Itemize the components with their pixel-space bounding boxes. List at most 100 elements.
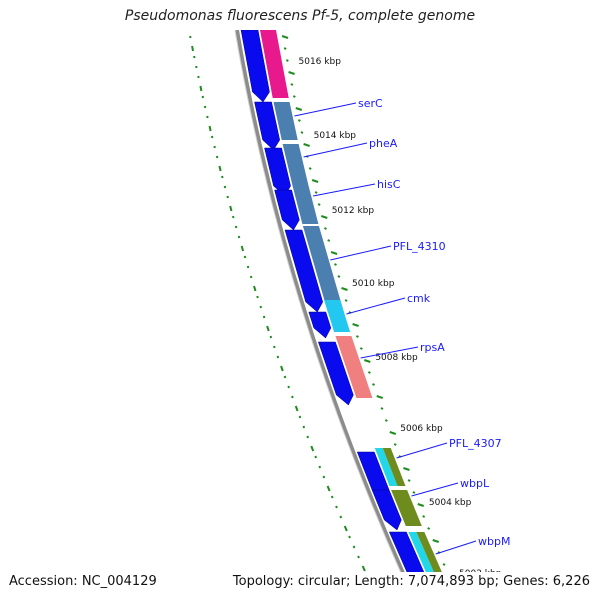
gene-label-PFL_4310[interactable]: PFL_4310: [393, 240, 446, 253]
gc-tick: [191, 45, 194, 52]
scale-tick: [324, 227, 327, 230]
gene-leader-line: [435, 540, 477, 555]
scale-tick: [314, 191, 318, 194]
gc-tick: [339, 515, 343, 519]
scale-tick: [407, 479, 411, 482]
gc-tick: [357, 555, 360, 559]
scale-tick: [384, 419, 388, 422]
gc-tick: [266, 325, 270, 332]
gene-label-pheA[interactable]: pheA: [369, 137, 398, 150]
gc-tick: [335, 505, 338, 509]
gene-band-wbpL: [391, 490, 422, 526]
gene-leader-line: [294, 102, 357, 117]
gc-tick: [269, 335, 273, 339]
scale-tick: [330, 251, 338, 255]
scale-tick: [341, 287, 348, 291]
scale-tick: [393, 443, 397, 446]
gc-tick: [326, 485, 331, 492]
scale-tick: [303, 143, 310, 147]
gc-tick: [298, 415, 302, 419]
gene-label-cmk[interactable]: cmk: [407, 292, 431, 305]
gene-leader-line: [313, 183, 376, 197]
gene-label-wbpM[interactable]: wbpM: [478, 535, 510, 548]
gene-band-PFL_4307: [382, 448, 406, 486]
accession-text: Accession: NC_004129: [9, 574, 157, 589]
scale-tick: [337, 275, 341, 278]
scale-tick: [389, 431, 397, 435]
gc-tick: [259, 305, 263, 309]
cds-arrow: [388, 531, 425, 572]
scale-tick: [297, 119, 301, 122]
gene-label-rpsA[interactable]: rpsA: [420, 341, 445, 354]
scale-tick: [355, 335, 359, 338]
scale-tick: [359, 347, 363, 350]
scale-tick: [376, 395, 384, 399]
scale-label: 5016 kbp: [299, 57, 342, 67]
scale-tick: [300, 131, 304, 134]
gene-band-hisC: [292, 186, 319, 224]
gc-content-track: [189, 35, 366, 572]
gc-tick: [283, 375, 287, 379]
scale-tick: [320, 215, 328, 219]
scale-tick: [344, 299, 348, 302]
rna-feature-band: [260, 30, 289, 98]
gene-band-aux: [374, 448, 398, 486]
cds-arrow: [274, 189, 300, 231]
scale-tick: [403, 467, 410, 471]
cds-arrow: [371, 489, 402, 531]
gene-band-pheA: [282, 144, 309, 186]
gc-tick: [253, 285, 257, 292]
scale-tick: [372, 383, 375, 386]
scale-tick: [432, 539, 440, 543]
gc-tick: [276, 355, 280, 359]
gene-label-hisC[interactable]: hisC: [377, 178, 401, 191]
scale-label: 5004 kbp: [429, 498, 472, 508]
gc-tick: [199, 85, 203, 92]
gc-tick: [287, 385, 290, 389]
gc-tick: [306, 435, 310, 439]
scale-tick: [290, 83, 294, 86]
scale-label: 5014 kbp: [314, 131, 357, 141]
gene-band-PFL_4310: [302, 226, 344, 312]
gc-tick: [240, 245, 245, 252]
gene-leader-line: [396, 442, 448, 459]
gc-tick: [291, 395, 294, 399]
scale-label: 5002 kbp: [459, 569, 502, 579]
gc-tick: [262, 315, 266, 319]
gene-leader-line: [303, 142, 368, 158]
genome-summary-text: Topology: circular; Length: 7,074,893 bp…: [232, 574, 590, 589]
scale-tick: [367, 371, 371, 374]
gene-leader-line: [411, 482, 459, 497]
gene-label-PFL_4307[interactable]: PFL_4307: [449, 437, 502, 450]
gc-tick: [314, 455, 318, 459]
gene-band-aux2: [408, 532, 434, 572]
gc-tick: [273, 345, 276, 349]
feature-track: [260, 30, 442, 572]
scale-tick: [295, 107, 303, 111]
scale-tick: [442, 563, 446, 566]
scale-tick: [364, 359, 371, 363]
gene-band-rpsA: [335, 336, 373, 398]
genome-backbone: [234, 30, 405, 572]
scale-tick: [317, 203, 321, 206]
gene-label-wbpL[interactable]: wbpL: [460, 477, 490, 490]
gene-band-serC: [273, 102, 298, 140]
gene-leader-line: [346, 297, 406, 315]
gc-tick: [208, 125, 212, 132]
scale-label: 5012 kbp: [332, 206, 375, 216]
scale-tick: [352, 323, 359, 327]
scale-tick: [334, 263, 337, 266]
gene-label-serC[interactable]: serC: [358, 97, 383, 110]
cds-arrow: [240, 30, 270, 103]
cds-arrow: [318, 341, 354, 406]
gc-tick: [348, 535, 351, 539]
gc-tick: [218, 165, 222, 172]
scale-tick: [417, 503, 425, 507]
gc-tick: [229, 205, 233, 212]
map-title: Pseudomonas fluorescens Pf-5, complete g…: [124, 8, 476, 24]
scale-tick: [288, 71, 295, 75]
gc-tick: [361, 565, 366, 572]
scale-tick: [283, 47, 287, 50]
